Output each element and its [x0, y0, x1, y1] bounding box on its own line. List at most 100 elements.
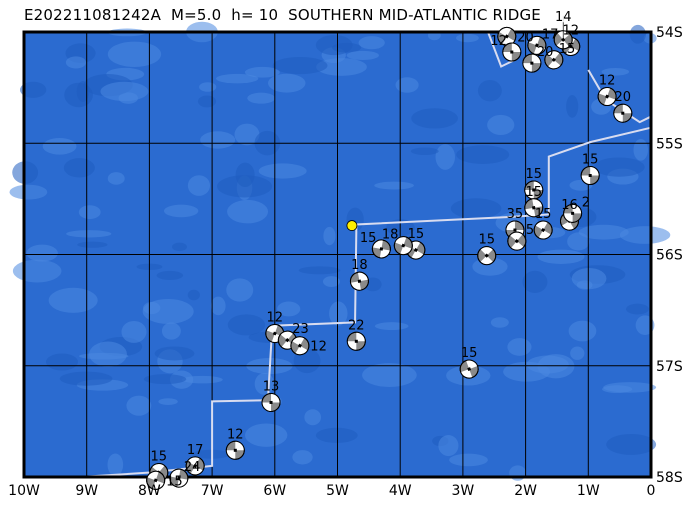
beachball-outline: [393, 236, 413, 256]
bathymetry-patch: [143, 374, 187, 385]
p-axis-marker: [530, 61, 534, 65]
bathymetry-patch: [277, 301, 301, 317]
beachball-dilatational: [170, 469, 188, 488]
bathymetry-patch: [187, 175, 211, 196]
beachball-dilatational: [480, 246, 494, 265]
depth-label: 18: [382, 228, 399, 243]
y-tick-label: 56S: [656, 248, 683, 264]
bathymetry-patch: [268, 73, 306, 93]
bathymetry-patch: [315, 35, 353, 56]
p-axis-marker: [532, 188, 536, 192]
bathymetry-patch: [42, 137, 77, 155]
focal-mechanism-beachball: [146, 470, 166, 490]
bathymetry-patch: [358, 36, 385, 50]
x-tick-label: 2W: [514, 483, 537, 499]
beachball-outline: [185, 456, 205, 476]
bathymetry-patch: [121, 320, 147, 343]
depth-label: 16: [561, 198, 578, 213]
bathymetry-patch: [566, 94, 579, 118]
bathymetry-patch: [244, 423, 288, 447]
depth-label: 18: [351, 258, 368, 273]
bathymetry-patch: [567, 232, 590, 251]
depth-label: 23: [292, 322, 309, 337]
epicenter-marker: [346, 220, 358, 231]
p-axis-marker: [605, 94, 610, 99]
bathymetry-patch: [234, 123, 260, 146]
focal-mechanism-beachball: [346, 331, 366, 351]
bathymetry-patch: [603, 382, 657, 393]
beachball-outline: [613, 103, 633, 123]
depth-label: 15: [535, 207, 552, 222]
bathymetry-patch: [619, 226, 671, 244]
depth-label: 12: [490, 34, 507, 49]
focal-mechanism-beachball: [261, 392, 281, 412]
focal-mechanism-beachball: [497, 26, 517, 46]
focal-mechanisms: [146, 26, 633, 490]
bathymetry-patch: [570, 346, 585, 360]
beachball-outline: [225, 440, 245, 460]
y-tick-label: 55S: [656, 136, 683, 152]
p-axis-marker: [413, 248, 418, 253]
beachball-dilatational: [556, 30, 571, 49]
focal-mechanism-beachball: [477, 246, 497, 266]
y-tick-label: 57S: [656, 359, 683, 375]
x-tick-label: 7W: [201, 483, 224, 499]
depth-label: 15: [461, 346, 478, 361]
beachball-outline: [533, 220, 553, 240]
bathymetry-patch: [487, 114, 515, 135]
bathymetry-patch: [606, 433, 657, 455]
bathymetry-patch: [45, 353, 79, 371]
beachball-dilatational: [498, 27, 515, 46]
p-axis-marker: [571, 211, 575, 215]
bathymetry-patch: [66, 230, 112, 238]
depth-label: 15: [408, 227, 425, 242]
bathymetry-patch: [490, 317, 509, 328]
bathymetry-patch: [154, 346, 195, 361]
x-tick-label: 1W: [577, 483, 600, 499]
bathymetry-patch: [322, 276, 341, 287]
p-axis-marker: [504, 34, 509, 39]
bathymetry-patch: [568, 320, 597, 342]
depth-label: 14: [555, 10, 572, 25]
bathymetry-patch: [163, 204, 199, 218]
bathymetry-patch: [227, 314, 266, 336]
p-axis-marker: [541, 227, 546, 233]
y-tick-label: 58S: [656, 470, 683, 486]
beachball-dilatational: [524, 180, 543, 199]
bathymetry-patch: [374, 322, 409, 331]
p-axis-marker: [379, 247, 384, 251]
beachball-dilatational: [262, 393, 281, 412]
depth-label: 15: [525, 185, 542, 200]
depth-label: 35: [507, 207, 524, 222]
bathymetry-patch: [537, 249, 585, 264]
p-axis-marker: [269, 400, 273, 404]
focal-mechanism-beachball: [185, 456, 205, 476]
p-axis-marker: [233, 448, 237, 452]
bathymetry-patch: [292, 450, 313, 465]
bathymetry-patch: [143, 301, 161, 315]
depth-label: 15: [151, 450, 168, 465]
focal-mechanism-beachball: [169, 468, 189, 488]
beachball-outline: [527, 35, 547, 55]
focal-mechanism-beachball: [544, 50, 564, 70]
beachball-outline: [459, 359, 479, 379]
bathymetry-patch: [362, 363, 417, 388]
depth-label: 2: [582, 195, 590, 210]
depth-label: 12: [227, 427, 244, 442]
depth-label: 24: [184, 460, 201, 475]
bathymetry-patch: [601, 67, 630, 76]
bathymetry-patch: [395, 77, 419, 93]
bathymetry-patch: [89, 341, 127, 367]
bathymetry-patch: [456, 33, 479, 43]
focal-mechanism-beachball: [524, 198, 544, 218]
p-axis-marker: [297, 343, 302, 348]
beachball-dilatational: [347, 332, 366, 351]
focal-mechanism-beachball: [527, 35, 547, 55]
p-axis-marker: [285, 338, 290, 343]
depth-label: 12: [562, 23, 579, 38]
depth-label: 15: [478, 233, 495, 248]
depth-label: 20: [537, 45, 554, 60]
bathymetry-patch: [226, 278, 254, 302]
bathymetry-texture: [9, 21, 671, 481]
map-title: E202211081242A M=5.0 h= 10 SOUTHERN MID-…: [24, 6, 541, 24]
